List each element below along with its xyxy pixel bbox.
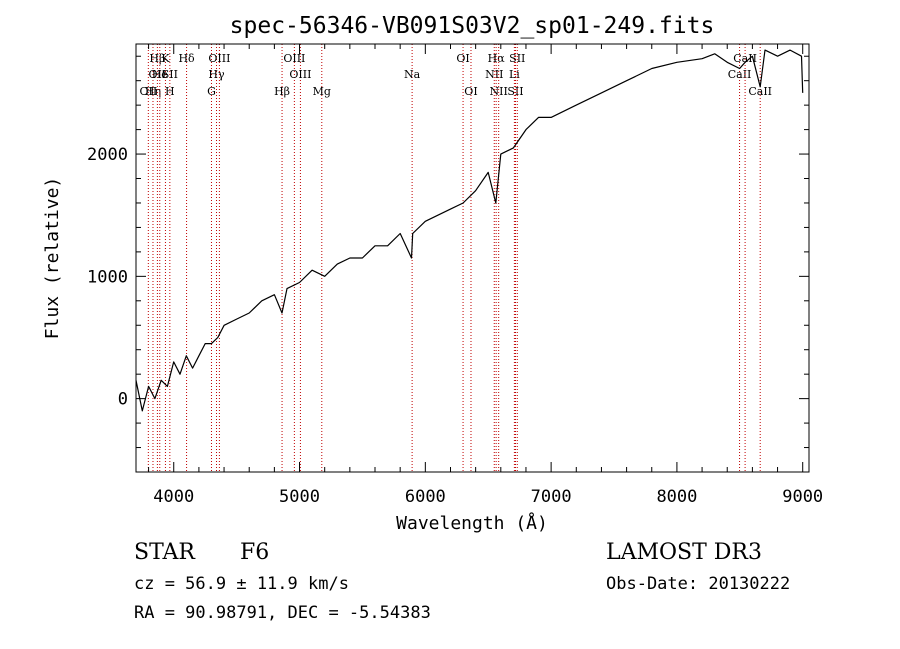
spectral-line-label: Li bbox=[509, 68, 520, 81]
spectral-line-markers: OIIHηHβOIIHeKHSIIHδGHγOIIIHβOIIIOIIIMgNa… bbox=[139, 44, 772, 472]
spectral-line-label: NII bbox=[485, 68, 503, 81]
spectral-line-label: Hβ bbox=[274, 85, 290, 98]
spectral-line-label: CaII bbox=[733, 52, 757, 65]
spectral-line-label: Hα bbox=[488, 52, 506, 65]
chart-title: spec-56346-VB091S03V2_sp01-249.fits bbox=[230, 13, 715, 39]
axes bbox=[135, 43, 810, 473]
spectral-line-label: OIII bbox=[289, 68, 311, 81]
spectral-line-label: SII bbox=[507, 85, 523, 98]
y-tick-label: 2000 bbox=[87, 145, 128, 165]
spectral-line-label: H bbox=[165, 85, 175, 98]
y-tick-label: 1000 bbox=[87, 267, 128, 287]
x-tick-label: 7000 bbox=[531, 487, 572, 507]
spectral-line-label: SII bbox=[509, 52, 525, 65]
plot-frame bbox=[135, 43, 810, 473]
spectral-line-label: OII bbox=[139, 85, 157, 98]
y-tick-label: 0 bbox=[118, 390, 128, 410]
spectral-line-label: OI bbox=[464, 85, 477, 98]
spectral-line-label: OI bbox=[456, 52, 469, 65]
x-tick-label: 6000 bbox=[405, 487, 446, 507]
y-axis-label: Flux (relative) bbox=[42, 177, 63, 340]
sky-coordinates: RA = 90.98791, DEC = -5.54383 bbox=[134, 603, 431, 623]
object-class: STAR bbox=[134, 540, 195, 565]
spectral-line-label: K bbox=[161, 52, 170, 65]
spectral-line-label: Na bbox=[404, 68, 421, 81]
x-axis-label: Wavelength (Å) bbox=[396, 512, 548, 534]
spectrum-line bbox=[135, 49, 804, 412]
spectral-line-label: CaII bbox=[748, 85, 772, 98]
spectral-line-label: Hβ bbox=[149, 52, 165, 65]
spectral-line-label: Hδ bbox=[178, 52, 195, 65]
x-tick-label: 8000 bbox=[656, 487, 697, 507]
redshift-velocity: cz = 56.9 ± 11.9 km/s bbox=[134, 574, 349, 594]
spectral-line-label: G bbox=[207, 85, 216, 98]
spectral-line-label: OIII bbox=[208, 52, 230, 65]
observation-date: Obs-Date: 20130222 bbox=[606, 574, 791, 594]
spectral-line-label: Hη bbox=[145, 85, 161, 98]
spectral-line-label: SII bbox=[162, 68, 178, 81]
spectral-line-label: He bbox=[152, 68, 168, 81]
spectral-line-label: Mg bbox=[313, 85, 331, 98]
spectral-line-label: CaII bbox=[728, 68, 752, 81]
spectral-line-label: Hγ bbox=[208, 68, 225, 81]
object-subclass: F6 bbox=[240, 540, 270, 565]
axis-ticks: 4000 5000 6000 7000 8000 9000 0 1000 2000 bbox=[87, 44, 823, 507]
x-tick-label: 9000 bbox=[782, 487, 823, 507]
spectral-line-label: OIII bbox=[283, 52, 305, 65]
spectral-line-label: NII bbox=[490, 85, 508, 98]
x-tick-label: 5000 bbox=[279, 487, 320, 507]
x-tick-label: 4000 bbox=[153, 487, 194, 507]
survey-name: LAMOST DR3 bbox=[606, 540, 762, 565]
spectrum-series bbox=[135, 49, 804, 412]
spectral-line-label: OII bbox=[149, 68, 167, 81]
